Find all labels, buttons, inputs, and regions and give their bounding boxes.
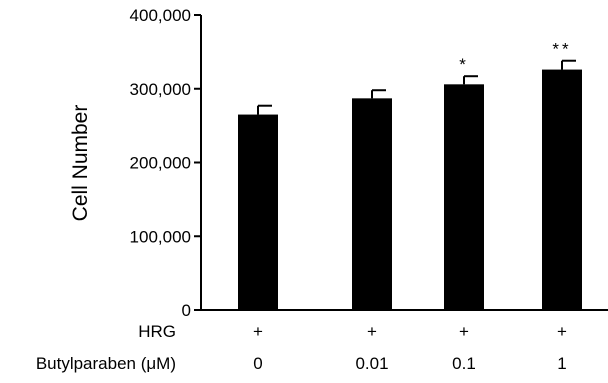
- y-tick-label: 0: [182, 301, 191, 320]
- bar: [238, 114, 278, 310]
- y-tick-label: 100,000: [130, 227, 191, 246]
- y-tick-label: 200,000: [130, 154, 191, 173]
- condition-table: HRG + + + + Butylparaben (μM) 0 0.01 0.1 1: [36, 322, 567, 373]
- condition-value: +: [557, 322, 567, 341]
- y-tick-label: 400,000: [130, 6, 191, 25]
- condition-value: 0: [253, 354, 262, 373]
- condition-row-label: HRG: [138, 322, 176, 341]
- condition-value: 0.1: [452, 354, 476, 373]
- condition-row-label: Butylparaben (μM): [36, 354, 176, 373]
- bar: [444, 84, 484, 310]
- condition-value: +: [253, 322, 263, 341]
- bar-series: ***: [238, 40, 582, 311]
- significance-mark: *: [459, 55, 469, 74]
- y-tick-label: 300,000: [130, 80, 191, 99]
- y-axis-label: Cell Number: [69, 105, 92, 222]
- bar: [542, 69, 582, 310]
- significance-mark: **: [552, 40, 571, 59]
- y-axis: 0 100,000 200,000 300,000 400,000: [130, 6, 202, 320]
- condition-value: 1: [557, 354, 566, 373]
- condition-value: +: [367, 322, 377, 341]
- bar: [352, 98, 392, 311]
- condition-value: 0.01: [355, 354, 388, 373]
- condition-value: +: [459, 322, 469, 341]
